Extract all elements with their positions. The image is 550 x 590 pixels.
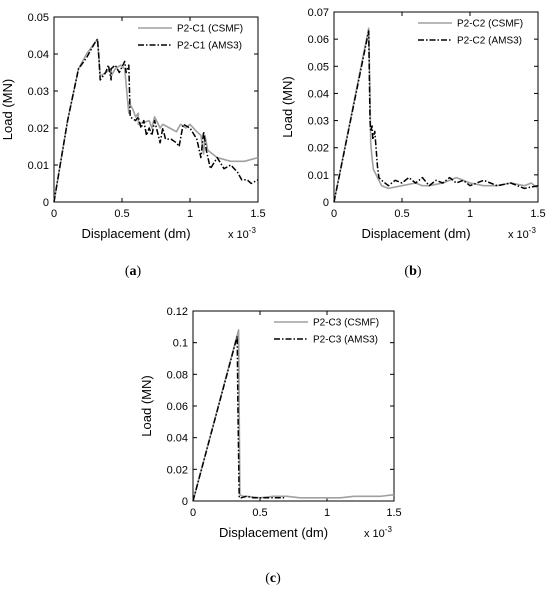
y-axis-title: Load (MN) (280, 76, 295, 137)
y-tick-label: 0.02 (28, 123, 49, 135)
y-tick-label: 0.02 (308, 143, 329, 155)
y-tick-label: 0.1 (173, 338, 188, 350)
x-axis-multiplier: x 10-3 (508, 226, 536, 241)
y-tick-label: 0.01 (308, 170, 329, 182)
legend-label: P2-C2 (AMS3) (457, 36, 522, 47)
y-tick-label: 0.08 (167, 369, 188, 381)
y-tick-label: 0.12 (167, 306, 188, 318)
y-tick-label: 0.03 (28, 86, 49, 98)
series-line-csmf (192, 329, 395, 502)
y-tick-label: 0.05 (28, 12, 49, 24)
legend-label: P2-C3 (AMS3) (313, 335, 378, 346)
x-axis-multiplier-exponent: -3 (249, 226, 257, 235)
y-tick-label: 0.07 (308, 7, 329, 19)
panel-caption: (a) (125, 264, 142, 279)
series-line-csmf (53, 38, 259, 203)
y-tick-label: 0 (43, 197, 49, 209)
chart-panel-c: 0 0.5 1 1.5 0 0.02 0.04 0.06 0.08 0.1 0.12 P2-C3 (C… (139, 306, 402, 586)
x-tick-label: 1 (324, 507, 330, 519)
y-tick-label: 0.01 (28, 160, 49, 172)
x-axis-multiplier-exponent: -3 (385, 525, 393, 534)
y-axis-title: Load (MN) (0, 79, 15, 140)
panel-caption: (c) (265, 571, 281, 586)
y-tick-label: 0.04 (28, 49, 49, 61)
x-axis-title: Displacement (dm) (81, 226, 190, 241)
plot-area-frame (333, 11, 539, 203)
x-tick-label: 1.5 (386, 507, 401, 519)
x-tick-label: 0.5 (114, 208, 129, 220)
y-tick-label: 0.03 (308, 116, 329, 128)
legend-label: P2-C1 (AMS3) (177, 41, 242, 52)
y-tick-label: 0.04 (167, 433, 188, 445)
x-tick-label: 0 (190, 507, 196, 519)
series-line-ams3 (53, 38, 259, 203)
panel-caption: (b) (404, 264, 421, 279)
x-tick-label: 1.5 (530, 208, 545, 220)
x-axis-title: Displacement (dm) (361, 226, 470, 241)
legend-label: P2-C2 (CSMF) (457, 19, 523, 30)
x-tick-label: 1 (187, 208, 193, 220)
x-tick-label: 0.5 (394, 208, 409, 220)
x-axis-multiplier: x 10-3 (228, 226, 256, 241)
x-tick-label: 0 (51, 208, 57, 220)
y-tick-label: 0.05 (308, 61, 329, 73)
plot-area-frame (53, 16, 259, 203)
x-axis-title: Displacement (dm) (219, 525, 328, 540)
legend-label: P2-C3 (CSMF) (313, 318, 379, 329)
chart-panel-a: 0 0.5 1 1.5 0 0.01 0.02 0.03 0.04 0.05 P2-C1 (CSMF… (0, 12, 266, 279)
x-tick-label: 1 (467, 208, 473, 220)
y-tick-label: 0.02 (167, 464, 188, 476)
y-tick-label: 0 (323, 197, 329, 209)
x-tick-label: 0.5 (252, 507, 267, 519)
chart-panel-b: 0 0.5 1 1.5 0 0.01 0.02 0.03 0.04 0.05 0.06 0.07 P2-… (280, 7, 546, 279)
legend-label: P2-C1 (CSMF) (177, 24, 243, 35)
y-axis-title: Load (MN) (139, 375, 154, 436)
y-tick-label: 0.04 (308, 88, 329, 100)
y-tick-label: 0.06 (308, 34, 329, 46)
x-tick-label: 1.5 (250, 208, 265, 220)
plot-area-frame (192, 310, 395, 502)
y-tick-label: 0.06 (167, 401, 188, 413)
x-axis-multiplier: x 10-3 (364, 525, 392, 540)
x-axis-multiplier-exponent: -3 (529, 226, 537, 235)
y-tick-label: 0 (182, 496, 188, 508)
x-tick-label: 0 (331, 208, 337, 220)
